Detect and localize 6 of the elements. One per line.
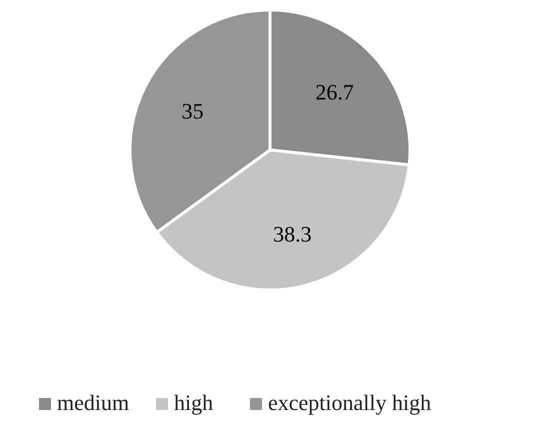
legend-label: medium (57, 390, 130, 415)
legend-label: high (174, 390, 214, 415)
data-label: 35 (182, 98, 204, 124)
legend-label: exceptionally high (268, 390, 432, 415)
data-label: 38.3 (273, 222, 312, 247)
data-label: 26.7 (315, 80, 354, 105)
